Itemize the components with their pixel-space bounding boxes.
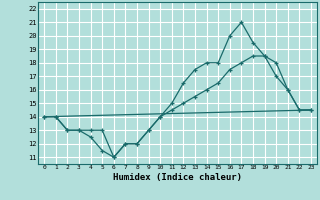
X-axis label: Humidex (Indice chaleur): Humidex (Indice chaleur) <box>113 173 242 182</box>
